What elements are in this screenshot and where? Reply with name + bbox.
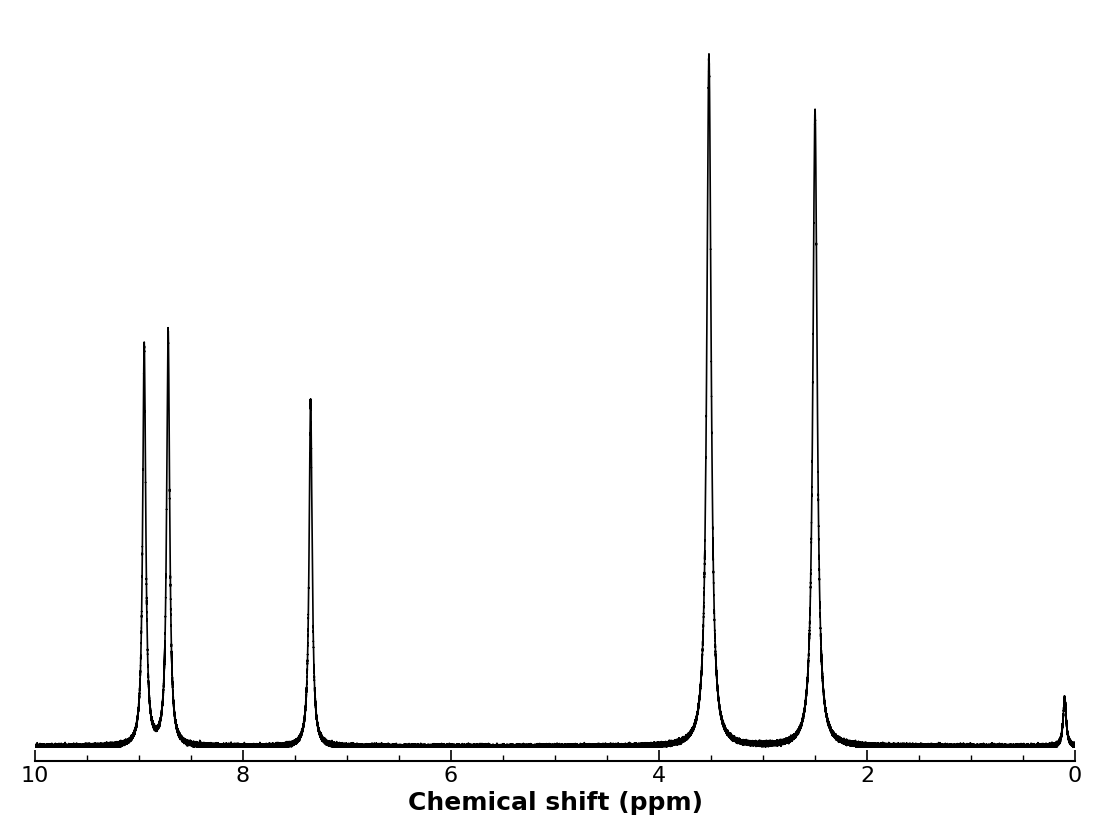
X-axis label: Chemical shift (ppm): Chemical shift (ppm) xyxy=(407,791,703,815)
